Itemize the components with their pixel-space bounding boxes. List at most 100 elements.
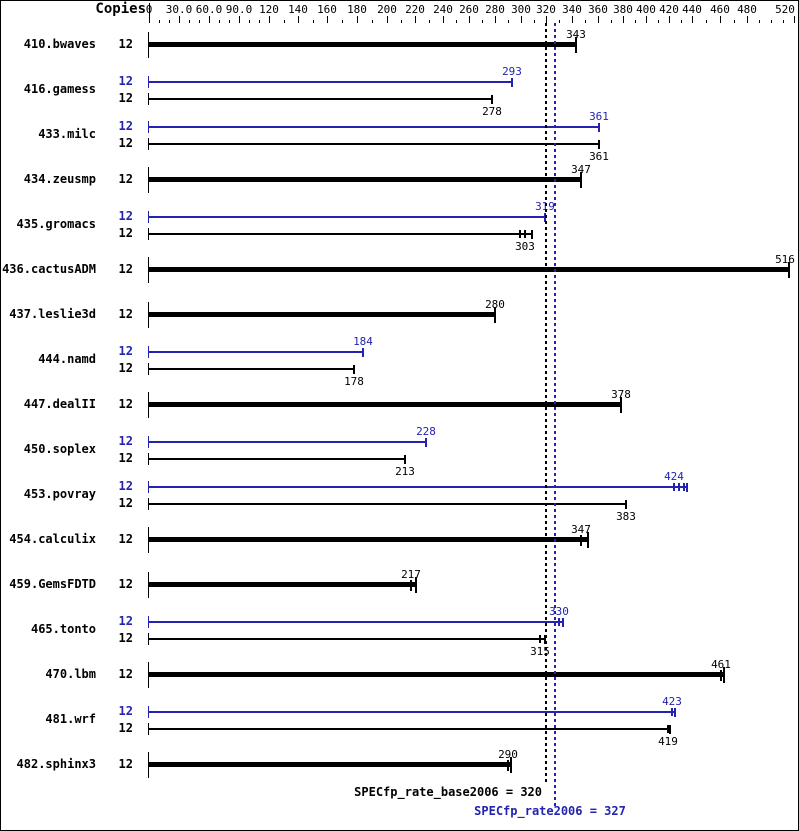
bar-value-label: 213 — [395, 465, 415, 478]
bar-end-cap — [788, 262, 790, 278]
axis-minor-tick — [229, 20, 230, 23]
axis-major-tick — [794, 16, 795, 23]
axis-major-tick — [546, 16, 547, 23]
axis-minor-tick — [534, 20, 535, 23]
copies-value: 12 — [118, 74, 133, 88]
bar-base — [149, 177, 581, 182]
copies-value: 12 — [118, 577, 133, 591]
bar-end-cap — [415, 577, 417, 593]
axis-major-tick — [179, 16, 180, 23]
axis-minor-tick — [313, 20, 314, 23]
bar-value-label: 278 — [482, 105, 502, 118]
bar-peak — [149, 621, 563, 623]
bar-value-label: 280 — [485, 298, 505, 311]
bar-peak — [149, 711, 675, 713]
axis-minor-tick — [559, 20, 560, 23]
bar-start-cap — [148, 138, 149, 150]
bar-base — [149, 458, 405, 460]
axis-major-tick — [327, 16, 328, 23]
axis-minor-tick — [706, 20, 707, 23]
axis-minor-tick — [429, 20, 430, 23]
axis-minor-tick — [456, 20, 457, 23]
bar-end-cap — [510, 757, 512, 773]
benchmark-name-label: 465.tonto — [30, 622, 96, 636]
bar-end-cap — [587, 532, 589, 548]
bar-value-label: 217 — [401, 568, 421, 581]
bar-base — [149, 233, 532, 235]
bar-value-label: 293 — [502, 65, 522, 78]
bar-value-label: 361 — [589, 150, 609, 163]
bar-median-tick — [507, 759, 509, 771]
bar-median-tick — [673, 483, 675, 491]
bar-median-tick — [410, 579, 412, 591]
bar-start-cap — [148, 167, 149, 193]
bar-base — [149, 638, 545, 640]
bar-peak — [149, 81, 512, 83]
axis-minor-tick — [508, 20, 509, 23]
bar-median-tick — [667, 725, 669, 733]
bar-value-label: 178 — [344, 375, 364, 388]
bar-peak — [149, 351, 363, 353]
bar-base — [149, 143, 599, 145]
bar-value-label: 424 — [664, 470, 684, 483]
bar-base — [149, 503, 626, 505]
bar-end-cap — [362, 347, 364, 357]
copies-value: 12 — [118, 361, 133, 375]
axis-major-tick — [521, 16, 522, 23]
axis-major-tick — [692, 16, 693, 23]
axis-tick-label: 460 — [710, 3, 730, 16]
bar-start-cap — [148, 211, 149, 223]
bar-end-cap — [494, 307, 496, 323]
copies-value: 12 — [118, 119, 133, 133]
bar-peak — [149, 486, 687, 488]
axis-tick-label: 300 — [511, 3, 531, 16]
bar-start-cap — [148, 723, 149, 735]
bar-start-cap — [148, 498, 149, 510]
bar-start-cap — [148, 392, 149, 418]
bar-median-tick — [539, 635, 541, 643]
axis-minor-tick — [259, 20, 260, 23]
benchmark-name-label: 437.leslie3d — [9, 307, 96, 321]
bar-median-tick — [580, 534, 582, 546]
bar-value-label: 419 — [658, 735, 678, 748]
bar-base — [149, 312, 495, 317]
bar-end-cap — [353, 364, 355, 374]
axis-minor-tick — [189, 20, 190, 23]
bar-start-cap — [148, 302, 149, 328]
benchmark-name-label: 444.namd — [38, 352, 96, 366]
axis-tick-label: 280 — [485, 3, 505, 16]
axis-minor-tick — [401, 20, 402, 23]
bar-end-cap — [686, 482, 688, 492]
bar-median-tick — [671, 708, 673, 716]
axis-tick-label: 180 — [347, 3, 367, 16]
bar-value-label: 347 — [571, 523, 591, 536]
benchmark-name-label: 482.sphinx3 — [16, 757, 96, 771]
copies-value: 12 — [118, 209, 133, 223]
copies-value: 12 — [118, 397, 133, 411]
axis-major-tick — [572, 16, 573, 23]
copies-value: 12 — [118, 614, 133, 628]
benchmark-name-label: 454.calculix — [9, 532, 96, 546]
bar-start-cap — [148, 527, 149, 553]
bar-start-cap — [148, 752, 149, 778]
peak-mean-dotted-line — [554, 23, 556, 806]
copies-value: 12 — [118, 226, 133, 240]
bar-value-label: 303 — [515, 240, 535, 253]
axis-tick-label: 360 — [588, 3, 608, 16]
bar-base — [149, 582, 416, 587]
axis-origin-line — [149, 3, 150, 23]
axis-minor-tick — [635, 20, 636, 23]
bar-end-cap — [598, 139, 600, 149]
bar-value-label: 383 — [616, 510, 636, 523]
axis-major-tick — [720, 16, 721, 23]
axis-minor-tick — [219, 20, 220, 23]
bar-median-tick — [524, 230, 526, 238]
bar-start-cap — [148, 346, 149, 358]
axis-minor-tick — [783, 20, 784, 23]
copies-value: 12 — [118, 451, 133, 465]
axis-tick-label: 240 — [433, 3, 453, 16]
bar-end-cap — [625, 499, 627, 509]
bar-end-cap — [425, 437, 427, 447]
bar-end-cap — [491, 94, 493, 104]
